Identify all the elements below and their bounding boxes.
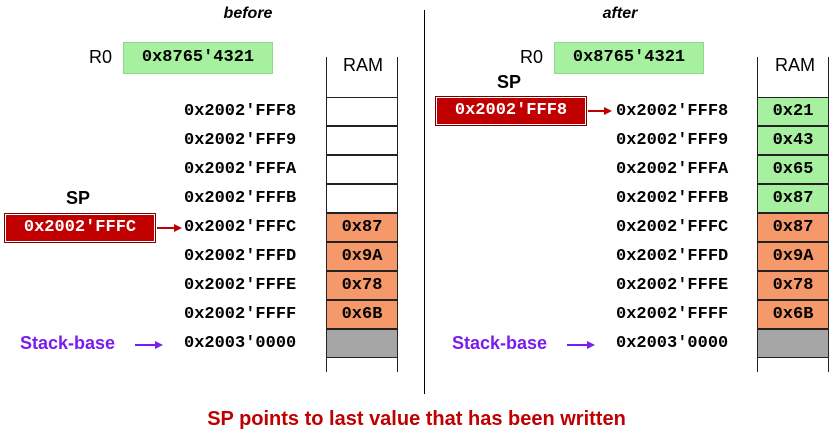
stack-base-arrow-before — [135, 341, 163, 349]
ram-cell: 0x78 — [326, 271, 398, 300]
sp-register-before: 0x2002'FFFC — [4, 213, 156, 243]
r0-label-after: R0 — [520, 47, 544, 67]
r0-register-after: 0x8765'4321 — [554, 42, 704, 74]
sp-label-before: SP — [66, 188, 91, 208]
address-label: 0x2002'FFFA — [184, 160, 297, 179]
ram-cell: 0x9A — [326, 242, 398, 271]
before-heading: before — [223, 5, 273, 22]
stack-base-label-after: Stack-base — [452, 333, 548, 353]
ram-cell: 0x78 — [757, 271, 829, 300]
ram-column-bottom — [757, 358, 829, 372]
address-label: 0x2002'FFFE — [184, 276, 297, 295]
ram-cell: 0x43 — [757, 126, 829, 155]
address-label: 0x2002'FFF9 — [616, 131, 729, 150]
address-label: 0x2002'FFFD — [616, 247, 729, 266]
ram-cell — [326, 126, 398, 155]
address-label: 0x2002'FFF9 — [184, 131, 297, 150]
ram-cell — [757, 329, 829, 358]
address-label: 0x2002'FFFD — [184, 247, 297, 266]
ram-cell — [326, 155, 398, 184]
address-label: 0x2002'FFFC — [616, 218, 729, 237]
ram-cell: 0x65 — [757, 155, 829, 184]
address-label: 0x2003'0000 — [184, 334, 297, 353]
address-label: 0x2002'FFF8 — [184, 102, 297, 121]
r0-label-before: R0 — [89, 47, 113, 67]
ram-column-before: 0x87 0x9A 0x78 0x6B — [326, 57, 398, 374]
sp-label-after: SP — [497, 72, 522, 92]
ram-column-bottom — [326, 358, 398, 372]
ram-label-after: RAM — [775, 55, 815, 75]
ram-cell — [326, 329, 398, 358]
ram-cell: 0x87 — [757, 213, 829, 242]
address-label: 0x2002'FFFE — [616, 276, 729, 295]
ram-column-after: 0x21 0x43 0x65 0x87 0x87 0x9A 0x78 0x6B — [757, 57, 829, 374]
stack-base-label-before: Stack-base — [20, 333, 116, 353]
address-label: 0x2003'0000 — [616, 334, 729, 353]
stack-base-arrow-after — [567, 341, 595, 349]
sp-arrow-before — [157, 224, 182, 232]
caption: SP points to last value that has been wr… — [207, 408, 626, 430]
after-heading: after — [602, 5, 638, 22]
address-label: 0x2002'FFFA — [616, 160, 729, 179]
ram-cell: 0x21 — [757, 97, 829, 126]
sp-register-after: 0x2002'FFF8 — [435, 96, 587, 126]
ram-cell — [326, 184, 398, 213]
ram-cell: 0x6B — [757, 300, 829, 329]
ram-column-top — [757, 57, 829, 97]
address-label: 0x2002'FFFF — [184, 305, 297, 324]
address-label: 0x2002'FFFB — [616, 189, 729, 208]
address-label: 0x2002'FFFC — [184, 218, 297, 237]
address-label: 0x2002'FFFF — [616, 305, 729, 324]
ram-column-top — [326, 57, 398, 97]
r0-register-before: 0x8765'4321 — [123, 42, 273, 74]
sp-arrow-after — [588, 107, 612, 115]
ram-cell: 0x9A — [757, 242, 829, 271]
ram-cell: 0x87 — [326, 213, 398, 242]
address-label: 0x2002'FFFB — [184, 189, 297, 208]
address-label: 0x2002'FFF8 — [616, 102, 729, 121]
panel-divider — [424, 10, 425, 394]
ram-cell: 0x6B — [326, 300, 398, 329]
ram-label-before: RAM — [343, 55, 383, 75]
ram-cell — [326, 97, 398, 126]
ram-cell: 0x87 — [757, 184, 829, 213]
